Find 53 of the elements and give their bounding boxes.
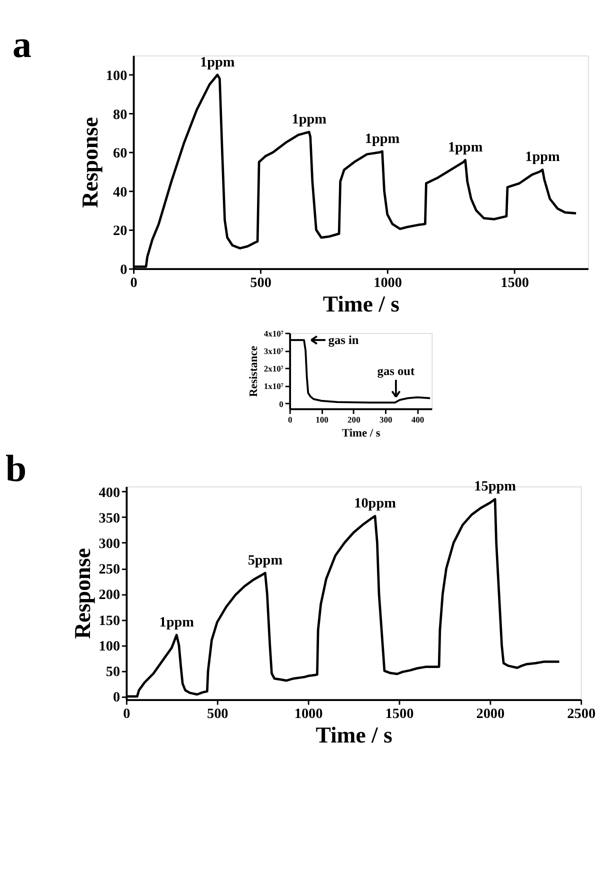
x-tick-label: 0 <box>288 414 292 424</box>
y-tick-label: 80 <box>112 106 128 123</box>
y-tick-label: 400 <box>98 484 120 501</box>
annotation: 1ppm <box>364 130 400 147</box>
x-tick-label: 1500 <box>500 275 529 292</box>
annotation: 1ppm <box>159 614 194 630</box>
x-tick-label: 2000 <box>476 706 505 722</box>
chart-title: a <box>12 24 32 66</box>
annotation: 1ppm <box>200 54 235 70</box>
x-tick-label: 1500 <box>385 706 414 722</box>
y-tick-label: 1x10⁷ <box>264 381 284 392</box>
x-tick-label: 400 <box>411 414 424 424</box>
y-tick-label: 0 <box>112 690 120 706</box>
y-tick-label: 200 <box>98 587 120 604</box>
y-tick-label: 60 <box>112 146 128 162</box>
y-tick-label: 0 <box>279 398 284 409</box>
y-tick-label: 40 <box>112 184 128 200</box>
x-axis-title: Time / s <box>316 722 392 748</box>
y-tick-label: 2x10⁷ <box>264 364 284 374</box>
y-tick-label: 150 <box>98 612 120 629</box>
x-axis-title: Time / s <box>322 292 400 317</box>
y-tick-label: 100 <box>98 638 120 654</box>
y-tick-label: 350 <box>98 510 120 526</box>
y-tick-label: 4x10⁷ <box>264 328 284 338</box>
y-axis-title: Response <box>70 548 96 639</box>
x-tick-label: 2500 <box>567 706 596 722</box>
x-tick-label: 1000 <box>374 275 402 292</box>
y-axis-title: Resistance <box>248 346 260 397</box>
x-tick-label: 500 <box>206 706 228 722</box>
x-axis-title: Time / s <box>342 428 381 440</box>
y-tick-label: 300 <box>98 536 120 552</box>
y-tick-label: 50 <box>106 664 120 680</box>
x-tick-label: 200 <box>348 414 360 424</box>
y-tick-label: 250 <box>98 562 120 578</box>
annotation: 5ppm <box>248 552 283 568</box>
x-tick-label: 500 <box>250 275 272 292</box>
y-tick-label: 3x10⁷ <box>264 346 284 356</box>
chart-title: b <box>5 448 27 490</box>
y-tick-label: 100 <box>106 68 128 84</box>
x-tick-label: 100 <box>316 414 328 424</box>
annotation: 10ppm <box>354 496 396 512</box>
annotation: 1ppm <box>525 149 560 166</box>
y-axis-title: Response <box>77 117 102 208</box>
annotation: 1ppm <box>448 140 483 156</box>
y-tick-label: 20 <box>112 223 128 240</box>
y-tick-label: 0 <box>120 262 128 278</box>
x-tick-label: 300 <box>379 414 392 424</box>
annotation: gas out <box>377 364 416 378</box>
x-tick-label: 1000 <box>294 706 323 722</box>
annotation: 15ppm <box>474 478 516 495</box>
annotation: gas in <box>328 332 359 347</box>
x-tick-label: 0 <box>130 275 138 292</box>
annotation: 1ppm <box>292 111 327 128</box>
